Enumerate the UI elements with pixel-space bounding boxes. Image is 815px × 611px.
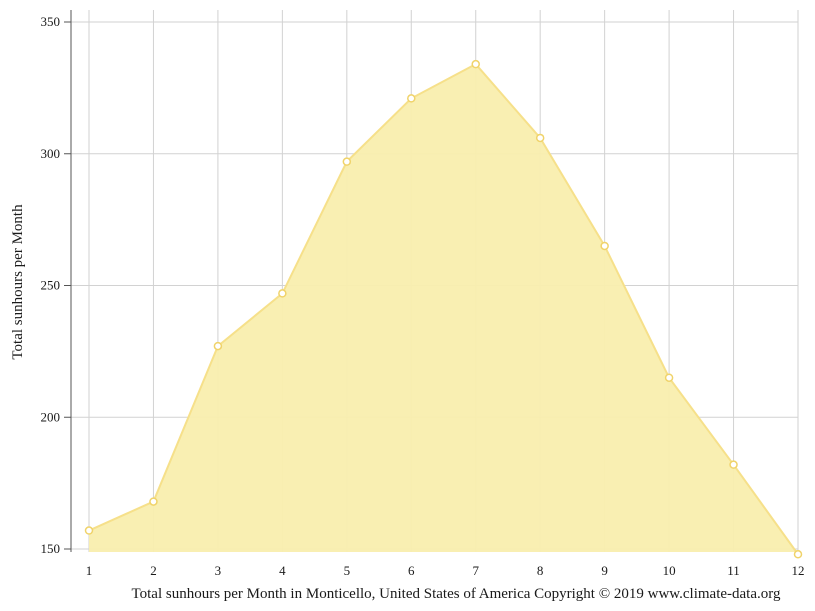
x-tick-label-3: 3: [215, 563, 222, 578]
y-tick-label-350: 350: [41, 14, 61, 29]
x-tick-label-9: 9: [601, 563, 608, 578]
y-tick-label-150: 150: [41, 541, 61, 556]
sunhours-line: [88, 62, 799, 555]
x-tick-label-4: 4: [279, 563, 286, 578]
data-points: [84, 59, 803, 559]
sunhours-area: [89, 64, 798, 555]
chart-caption: Total sunhours per Month in Monticello, …: [132, 586, 781, 602]
x-tick-labels: 1 2 3 4 5 6 7 8 9 10 11 12: [86, 563, 805, 578]
x-tick-label-8: 8: [537, 563, 544, 578]
y-tick-label-200: 200: [41, 409, 61, 424]
x-tick-label-10: 10: [663, 563, 676, 578]
data-point-month-2: [149, 497, 158, 506]
x-tick-label-1: 1: [86, 563, 93, 578]
data-point-month-8: [535, 133, 545, 143]
y-tick-label-250: 250: [41, 278, 61, 293]
x-tick-label-6: 6: [408, 563, 415, 578]
y-tick-labels: 150 200 250 300 350: [41, 14, 71, 556]
x-tick-label-5: 5: [344, 563, 351, 578]
y-tick-label-300: 300: [41, 146, 61, 161]
data-point-month-4: [278, 289, 287, 298]
data-point-month-10: [664, 373, 674, 382]
x-tick-label-12: 12: [792, 563, 805, 578]
data-point-month-11: [729, 460, 738, 469]
data-point-month-1: [84, 526, 94, 535]
data-point-month-5: [342, 157, 352, 166]
x-tick-label-11: 11: [727, 563, 740, 578]
data-point-month-12: [793, 550, 803, 559]
data-point-month-7: [471, 59, 480, 69]
x-tick-label-7: 7: [472, 563, 479, 578]
data-point-month-3: [213, 341, 223, 351]
y-axis-title: Total sunhours per Month: [10, 204, 26, 360]
data-point-month-9: [600, 241, 609, 251]
data-point-month-6: [407, 94, 416, 103]
x-tick-label-2: 2: [150, 563, 157, 578]
